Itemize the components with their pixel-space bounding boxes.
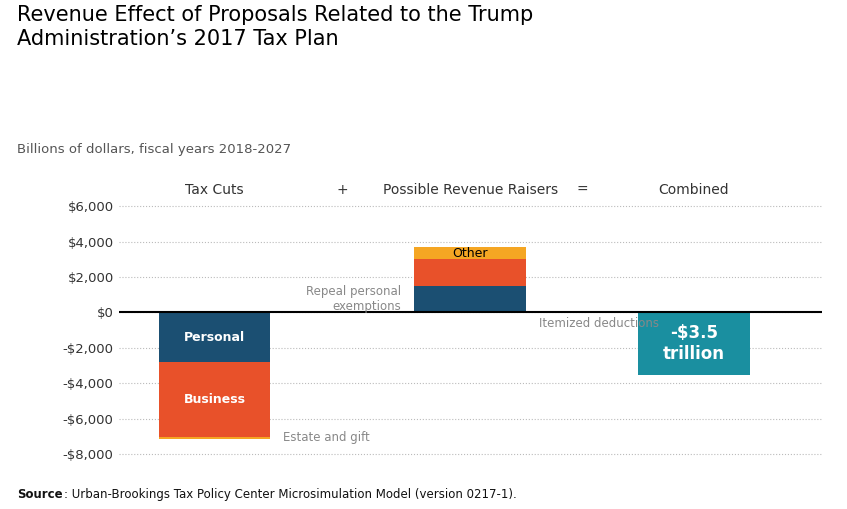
Text: -$3.5
trillion: -$3.5 trillion <box>662 324 725 363</box>
Bar <box>158 362 270 437</box>
Text: Combined: Combined <box>658 183 729 197</box>
Text: Billions of dollars, fiscal years 2018-2027: Billions of dollars, fiscal years 2018-2… <box>17 143 291 156</box>
Bar <box>158 437 270 439</box>
Bar <box>158 313 270 362</box>
Text: Other: Other <box>452 246 488 260</box>
Text: Personal: Personal <box>184 331 245 344</box>
Bar <box>638 313 750 375</box>
Bar <box>414 286 526 313</box>
Text: Repeal personal
exemptions: Repeal personal exemptions <box>307 285 401 313</box>
Bar <box>414 259 526 286</box>
Text: Estate and gift: Estate and gift <box>283 432 370 444</box>
Text: +: + <box>336 183 348 197</box>
Text: Possible Revenue Raisers: Possible Revenue Raisers <box>383 183 557 197</box>
Text: Itemized deductions: Itemized deductions <box>539 317 659 330</box>
Text: Tax Cuts: Tax Cuts <box>185 183 244 197</box>
Text: Business: Business <box>184 393 246 406</box>
Text: : Urban-Brookings Tax Policy Center Microsimulation Model (version 0217-1).: : Urban-Brookings Tax Policy Center Micr… <box>64 488 517 501</box>
Text: =: = <box>576 183 588 197</box>
Text: Revenue Effect of Proposals Related to the Trump
Administration’s 2017 Tax Plan: Revenue Effect of Proposals Related to t… <box>17 5 534 49</box>
Text: Source: Source <box>17 488 63 501</box>
Bar <box>414 247 526 259</box>
